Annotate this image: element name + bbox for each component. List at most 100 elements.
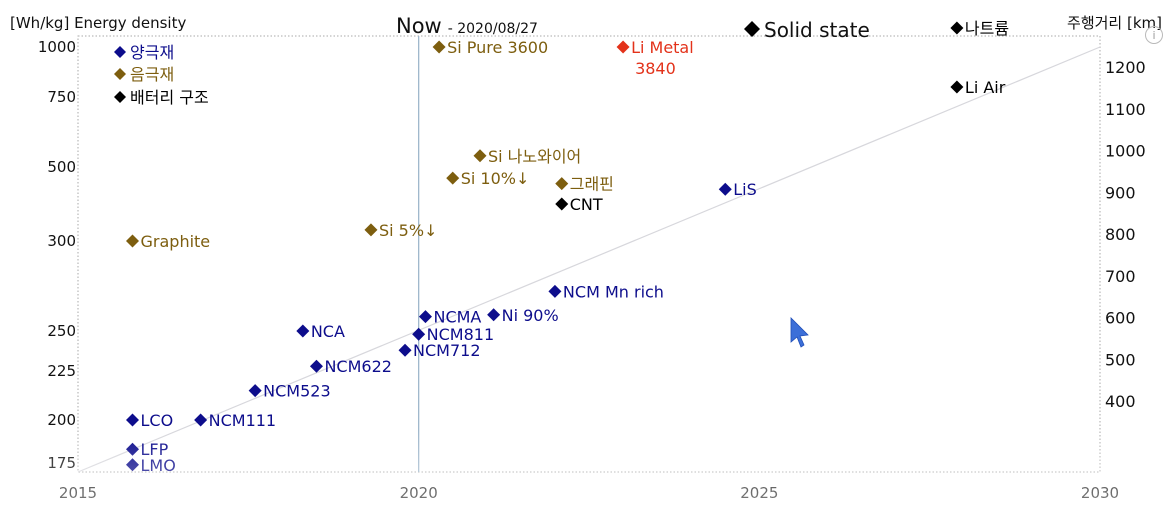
point-marker	[126, 442, 140, 456]
point-label: LiS	[733, 180, 757, 199]
point-marker	[126, 458, 140, 472]
x-tick-label: 2025	[740, 484, 778, 502]
point-label: NCMA	[433, 308, 481, 327]
data-point-ncma: NCMA	[418, 308, 481, 327]
point-sublabel: 3840	[635, 59, 676, 78]
secondary-y-tick-label: 400	[1105, 392, 1136, 411]
trend-line-layer	[77, 46, 1101, 473]
secondary-y-tick-label: 700	[1105, 267, 1136, 286]
plot-frame	[77, 35, 1101, 473]
x-tick-label: 2020	[400, 484, 438, 502]
secondary-y-tick-label: 1200	[1105, 58, 1146, 77]
point-marker	[616, 40, 630, 54]
point-label: CNT	[570, 195, 603, 214]
info-icon[interactable]: i	[1145, 26, 1163, 44]
data-point-ncm523: NCM523	[248, 382, 331, 401]
legend-marker-2	[114, 68, 126, 80]
data-point-lco: LCO	[126, 411, 173, 430]
secondary-y-tick-label: 1100	[1105, 100, 1146, 119]
data-point-lmo: LMO	[126, 456, 176, 475]
point-label: Si Pure 3600	[447, 38, 548, 57]
data-point-ncm111: NCM111	[194, 411, 276, 430]
legend-marker-3	[114, 91, 126, 103]
data-point-ncm712: NCM712	[398, 341, 481, 360]
data-point-item: 그래핀	[555, 175, 614, 194]
point-label: NCM712	[413, 341, 480, 360]
point-label: LMO	[141, 456, 176, 475]
point-marker	[248, 384, 262, 398]
x-tick-label: 2030	[1081, 484, 1119, 502]
cursor-arrow-shape	[790, 317, 809, 348]
legend-label-2: 음극재	[130, 65, 174, 84]
secondary-y-tick-label: 600	[1105, 309, 1136, 328]
data-points-layer: LCOLFPLMONCM111NCM523NCM622NCANCM712NCM8…	[126, 19, 1009, 475]
point-label: Li Air	[965, 78, 1006, 97]
chart-title-date: - 2020/08/27	[448, 21, 538, 37]
data-point-si: Si 나노와이어	[473, 147, 581, 166]
point-label: NCM622	[324, 357, 391, 376]
point-label: Si 5%↓	[379, 221, 437, 240]
point-marker	[126, 413, 140, 427]
data-point-li-metal: Li Metal 3840	[616, 38, 694, 78]
point-label: 나트륨	[965, 19, 1009, 38]
point-label: NCM523	[263, 382, 330, 401]
point-marker	[950, 21, 964, 35]
point-marker	[487, 308, 501, 322]
data-point-si-5: Si 5%↓	[364, 221, 437, 240]
secondary-y-tick-label: 900	[1105, 183, 1136, 202]
point-marker	[412, 327, 426, 341]
axes-layer: 2015 2020 2025 2030 1000 750 500 300 250 225 200 17…	[38, 38, 1146, 502]
point-marker	[194, 413, 208, 427]
data-point-si-10: Si 10%↓	[446, 169, 529, 188]
point-label: NCA	[311, 322, 345, 341]
point-marker	[950, 80, 964, 94]
y-tick-label: 300	[47, 232, 76, 250]
data-point-ni-90: Ni 90%	[487, 306, 559, 325]
chart-header: [Wh/kg] Energy density Now - 2020/08/27 S…	[10, 14, 1162, 42]
x-tick-label: 2015	[59, 484, 97, 502]
y-tick-label: 500	[47, 158, 76, 176]
point-marker	[555, 177, 569, 191]
data-point-li-air: Li Air	[950, 78, 1006, 97]
point-marker	[473, 149, 487, 163]
legend-marker-1	[114, 46, 126, 58]
data-point-nca: NCA	[296, 322, 345, 341]
legend-label-3: 배터리 구조	[130, 88, 209, 107]
data-point-si-pure-3600: Si Pure 3600	[432, 38, 548, 57]
data-point-cnt: CNT	[555, 195, 603, 214]
plot-area-border	[77, 35, 1101, 473]
y-tick-label: 750	[47, 88, 76, 106]
point-label: NCM Mn rich	[563, 282, 664, 301]
point-marker	[548, 284, 562, 298]
y-tick-label: 250	[47, 322, 76, 340]
point-marker	[555, 197, 569, 211]
point-marker	[296, 324, 310, 338]
point-label: Si 나노와이어	[488, 147, 581, 166]
chart-title: Now - 2020/08/27	[396, 14, 538, 38]
solid-state-label: Solid state	[764, 18, 870, 42]
point-label: 그래핀	[570, 175, 614, 194]
point-label: Li Metal	[631, 38, 694, 57]
secondary-y-tick-label: 1000	[1105, 142, 1146, 161]
point-marker	[432, 40, 446, 54]
chart-title-now: Now	[396, 14, 442, 38]
data-point-item: 나트륨	[950, 19, 1009, 38]
point-label: NCM811	[427, 325, 494, 344]
solid-state-diamond	[744, 21, 760, 37]
point-label: Si 10%↓	[461, 169, 530, 188]
point-marker	[126, 234, 140, 248]
y-tick-label: 225	[47, 362, 76, 380]
y-tick-label: 1000	[38, 38, 76, 56]
point-marker	[446, 171, 460, 185]
point-marker	[418, 310, 432, 324]
data-point-graphite: Graphite	[126, 232, 210, 251]
data-point-ncm-mn-rich: NCM Mn rich	[548, 282, 664, 301]
data-point-ncm811: NCM811	[412, 325, 494, 344]
data-point-ncm622: NCM622	[309, 357, 392, 376]
data-point-lis: LiS	[718, 180, 757, 199]
point-label: LCO	[141, 411, 174, 430]
secondary-y-tick-label: 500	[1105, 350, 1136, 369]
point-label: NCM111	[209, 411, 276, 430]
